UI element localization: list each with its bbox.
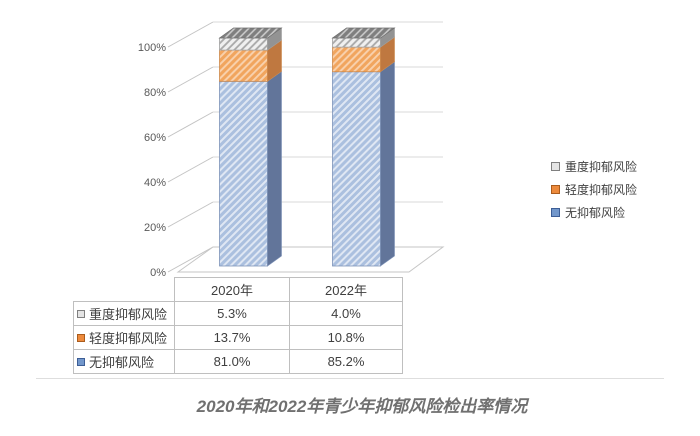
- mild-risk-swatch-icon: [77, 333, 85, 342]
- bars: [218, 27, 396, 267]
- table-row: 重度抑郁风险 5.3% 4.0%: [73, 301, 403, 326]
- cell-none-2020: 81.0%: [174, 349, 290, 374]
- row-label-severe: 重度抑郁风险: [89, 307, 168, 322]
- chart-legend: 重度抑郁风险 轻度抑郁风险 无抑郁风险: [551, 155, 637, 224]
- y-tick-40: 40%: [144, 177, 166, 189]
- cell-none-2022: 85.2%: [289, 349, 403, 374]
- mild-risk-swatch-icon: [551, 185, 560, 194]
- tick-leader-line: [167, 156, 214, 183]
- bar-2022年: [331, 27, 396, 267]
- legend-label-severe: 重度抑郁风险: [565, 160, 638, 174]
- tick-leader-line: [167, 246, 214, 273]
- bar-segment-front: [219, 80, 268, 267]
- table-row: 无抑郁风险 81.0% 85.2%: [73, 349, 403, 374]
- severe-risk-swatch-icon: [551, 162, 560, 171]
- table-header-2022: 2022年: [289, 277, 403, 302]
- bar-top-face: [218, 27, 283, 39]
- y-tick-0: 0%: [150, 267, 166, 279]
- cell-severe-2020: 5.3%: [174, 301, 290, 326]
- legend-item-severe: 重度抑郁风险: [551, 155, 637, 178]
- severe-risk-swatch-icon: [77, 309, 85, 318]
- legend-label-none: 无抑郁风险: [565, 206, 626, 220]
- row-key-severe: 重度抑郁风险: [77, 304, 171, 323]
- legend-label-mild: 轻度抑郁风险: [565, 183, 638, 197]
- cell-severe-2022: 4.0%: [289, 301, 403, 326]
- table-header-row: 2020年 2022年: [74, 277, 403, 302]
- bar-segment-front: [332, 46, 381, 73]
- no-risk-swatch-icon: [551, 208, 560, 217]
- tick-leader-line: [167, 66, 214, 93]
- gridlines: [167, 21, 443, 273]
- tick-leader-line: [167, 21, 214, 48]
- tick-leader-line: [167, 111, 214, 138]
- chart-floor: [176, 246, 445, 273]
- row-label-none: 无抑郁风险: [89, 355, 155, 370]
- cell-mild-2020: 13.7%: [174, 325, 290, 350]
- chart-data-table: 2020年 2022年 重度抑郁风险 5.3% 4.0% 轻度抑郁风险 13.7…: [73, 277, 403, 374]
- no-risk-swatch-icon: [77, 357, 85, 366]
- bar-segment-front: [332, 71, 381, 267]
- y-tick-60: 60%: [144, 132, 166, 144]
- bar-segment-front: [219, 37, 268, 51]
- table-header-2020: 2020年: [174, 277, 290, 302]
- bar-segment-side: [267, 70, 282, 267]
- y-axis-labels: 100% 80% 60% 40% 20% 0%: [138, 42, 166, 279]
- row-key-none: 无抑郁风险: [77, 352, 171, 371]
- row-key-mild: 轻度抑郁风险: [77, 328, 171, 347]
- bar-2020年: [218, 27, 283, 267]
- cell-mild-2022: 10.8%: [289, 325, 403, 350]
- row-label-mild: 轻度抑郁风险: [89, 331, 168, 346]
- y-tick-100: 100%: [138, 42, 166, 54]
- floor-plane: [176, 246, 445, 273]
- table-row: 轻度抑郁风险 13.7% 10.8%: [73, 325, 403, 350]
- tick-leader-line: [167, 201, 214, 228]
- legend-item-mild: 轻度抑郁风险: [551, 178, 637, 201]
- bar-segment-front: [332, 37, 381, 48]
- horizontal-divider: [36, 378, 664, 379]
- y-tick-80: 80%: [144, 87, 166, 99]
- legend-item-none: 无抑郁风险: [551, 201, 637, 224]
- bar-segment-front: [219, 49, 268, 82]
- figure-caption: 2020年和2022年青少年抑郁风险检出率情况: [196, 397, 528, 416]
- y-tick-20: 20%: [144, 222, 166, 234]
- table-corner-cell: [74, 278, 175, 302]
- bar-top-face: [331, 27, 396, 39]
- bar-segment-side: [380, 61, 395, 267]
- stacked-bar-chart-3d: 100% 80% 60% 40% 20% 0%: [138, 21, 445, 279]
